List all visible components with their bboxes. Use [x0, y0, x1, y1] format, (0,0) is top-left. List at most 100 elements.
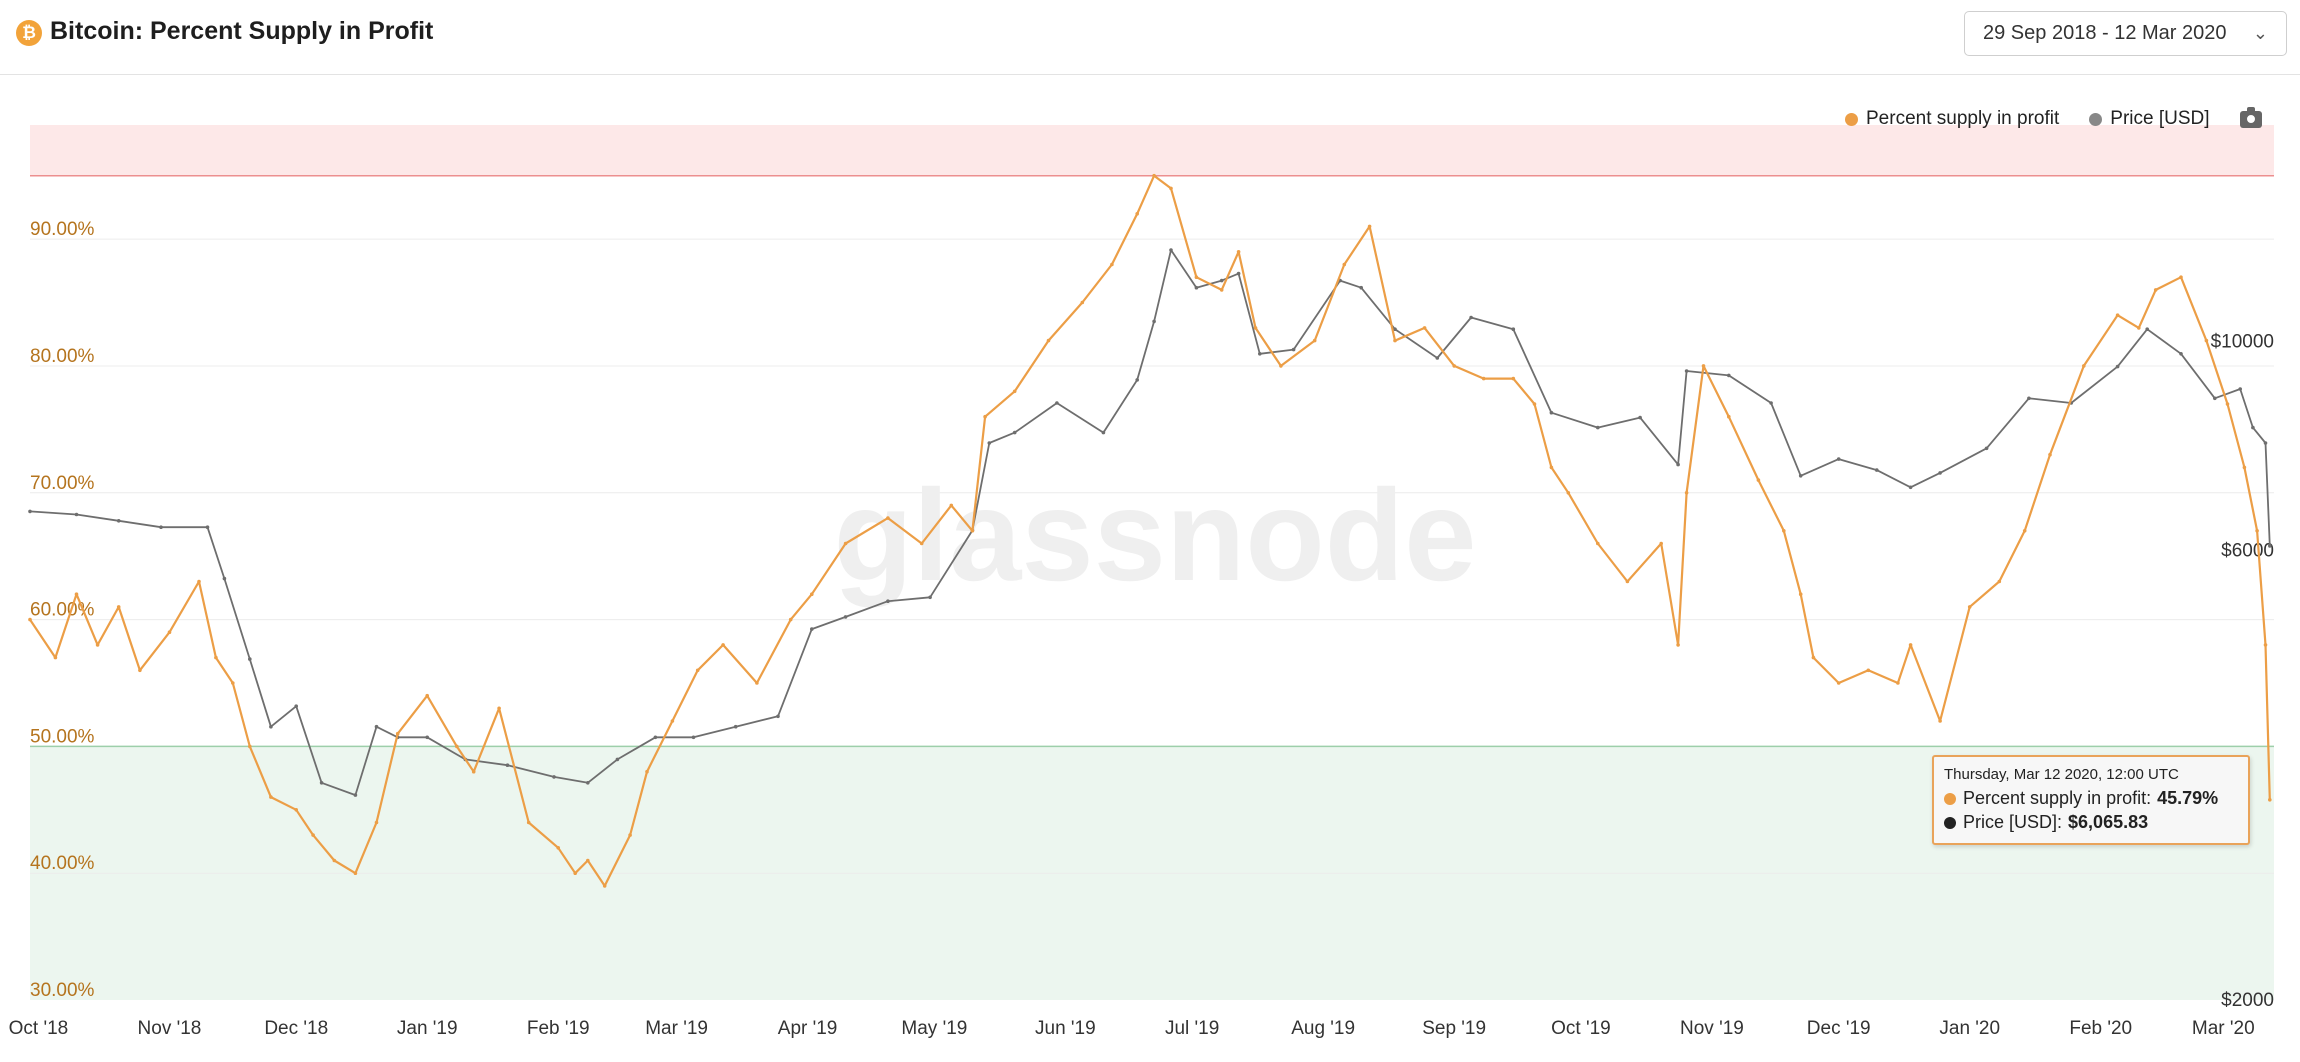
supply-point [1152, 173, 1156, 178]
supply-point [214, 655, 218, 660]
supply-point [1110, 262, 1114, 267]
supply-point [2268, 798, 2272, 802]
price-point [159, 525, 163, 529]
supply-point [1135, 212, 1139, 216]
price-point [1194, 285, 1199, 290]
y-left-tick-label: 80.00% [30, 346, 95, 367]
price-point [552, 775, 556, 779]
price-point [1984, 446, 1989, 451]
x-tick-label: Sep '19 [1422, 1018, 1486, 1039]
tooltip-supply-label: Percent supply in profit: [1963, 788, 2152, 808]
x-tick-label: Feb '20 [2069, 1018, 2132, 1039]
legend-item-supply[interactable]: Percent supply in profit [1845, 108, 2059, 130]
supply-point [2082, 364, 2086, 368]
y-right-tick-label: $6000 [2221, 540, 2274, 561]
price-point [1169, 248, 1173, 252]
supply-point [1625, 579, 1630, 584]
price-point [1012, 430, 1017, 435]
price-point [1836, 457, 1841, 461]
supply-point [1219, 288, 1224, 292]
supply-point [1756, 478, 1761, 482]
legend-item-price[interactable]: Price [USD] [2089, 108, 2210, 130]
watermark-text: glassnode [834, 462, 1477, 608]
supply-point [53, 655, 58, 660]
x-tick-label: Jul '19 [1165, 1018, 1219, 1039]
supply-point [1046, 338, 1051, 343]
supply-point [2255, 529, 2259, 533]
x-tick-label: Nov '18 [138, 1018, 202, 1039]
supply-point [1080, 300, 1085, 305]
supply-point [1511, 376, 1516, 381]
supply-point [332, 858, 337, 863]
price-point [987, 441, 992, 445]
supply-point [810, 592, 814, 596]
chevron-down-icon: ⌄ [2252, 23, 2268, 43]
price-point [205, 525, 210, 529]
supply-point [116, 605, 121, 609]
price-point [1101, 430, 1106, 435]
supply-point [1253, 326, 1258, 330]
bitcoin-logo-icon: ₿ [16, 20, 42, 46]
tooltip-price-row: Price [USD]: $6,065.83 [1944, 812, 2238, 833]
supply-point [1312, 338, 1317, 343]
price-point [2145, 327, 2149, 331]
supply-point [556, 846, 560, 850]
supply-point [2263, 643, 2268, 647]
price-point [248, 657, 252, 661]
supply-point [95, 643, 100, 647]
supply-point [1836, 681, 1841, 685]
upper-band [30, 125, 2274, 176]
supply-point [949, 503, 954, 508]
supply-point [1938, 719, 1942, 723]
supply-point [1659, 541, 1663, 546]
price-point [353, 793, 358, 797]
supply-point [1452, 364, 1456, 368]
price-point [1055, 401, 1059, 405]
supply-point [471, 769, 476, 774]
price-point [222, 576, 227, 581]
tooltip-supply-dot [1944, 792, 1956, 805]
price-point [928, 595, 932, 600]
supply-point [886, 516, 890, 520]
price-point [2115, 364, 2120, 369]
supply-point [755, 681, 759, 685]
y-left-tick-label: 90.00% [30, 219, 95, 240]
supply-point [1367, 224, 1372, 229]
x-tick-label: Aug '19 [1291, 1018, 1355, 1039]
date-range-select[interactable]: 29 Sep 2018 - 12 Mar 2020 ⌄ [1964, 11, 2287, 56]
price-point [116, 519, 121, 523]
supply-point [1782, 529, 1786, 533]
price-point [2179, 352, 2183, 356]
price-point [886, 599, 890, 603]
price-point [294, 704, 299, 708]
price-point [1393, 327, 1397, 331]
supply-point [2115, 313, 2120, 317]
price-point [2251, 425, 2255, 430]
page-header: ₿ Bitcoin: Percent Supply in Profit 29 S… [0, 0, 2300, 75]
supply-point [138, 668, 142, 673]
x-tick-label: Oct '19 [1551, 1018, 1611, 1039]
price-point [1469, 315, 1473, 320]
price-point [1549, 410, 1554, 415]
supply-point [1279, 364, 1283, 368]
y-left-tick-label: 70.00% [30, 473, 95, 494]
price-point [776, 714, 780, 719]
y-left-tick-label: 30.00% [30, 980, 95, 1001]
y-left-tick-label: 60.00% [30, 600, 95, 621]
tooltip-date: Thursday, Mar 12 2020, 12:00 UTC [1944, 766, 2179, 783]
price-point [74, 512, 79, 517]
camera-icon[interactable] [2239, 106, 2262, 128]
supply-point [1896, 681, 1900, 685]
price-point [1798, 474, 1803, 478]
price-point [1769, 401, 1773, 405]
price-point [1135, 378, 1139, 382]
price-point [843, 615, 848, 619]
supply-point [395, 731, 400, 736]
price-point [2213, 396, 2217, 401]
supply-profit-chart[interactable]: glassnode 30.00% 40.00% 50.00% 60.00% 70.00% 8… [0, 75, 2300, 1062]
price-point [1684, 369, 1689, 373]
price-point [1291, 347, 1296, 352]
supply-point [497, 706, 501, 711]
supply-point [1701, 364, 1706, 368]
supply-series [28, 173, 2272, 888]
